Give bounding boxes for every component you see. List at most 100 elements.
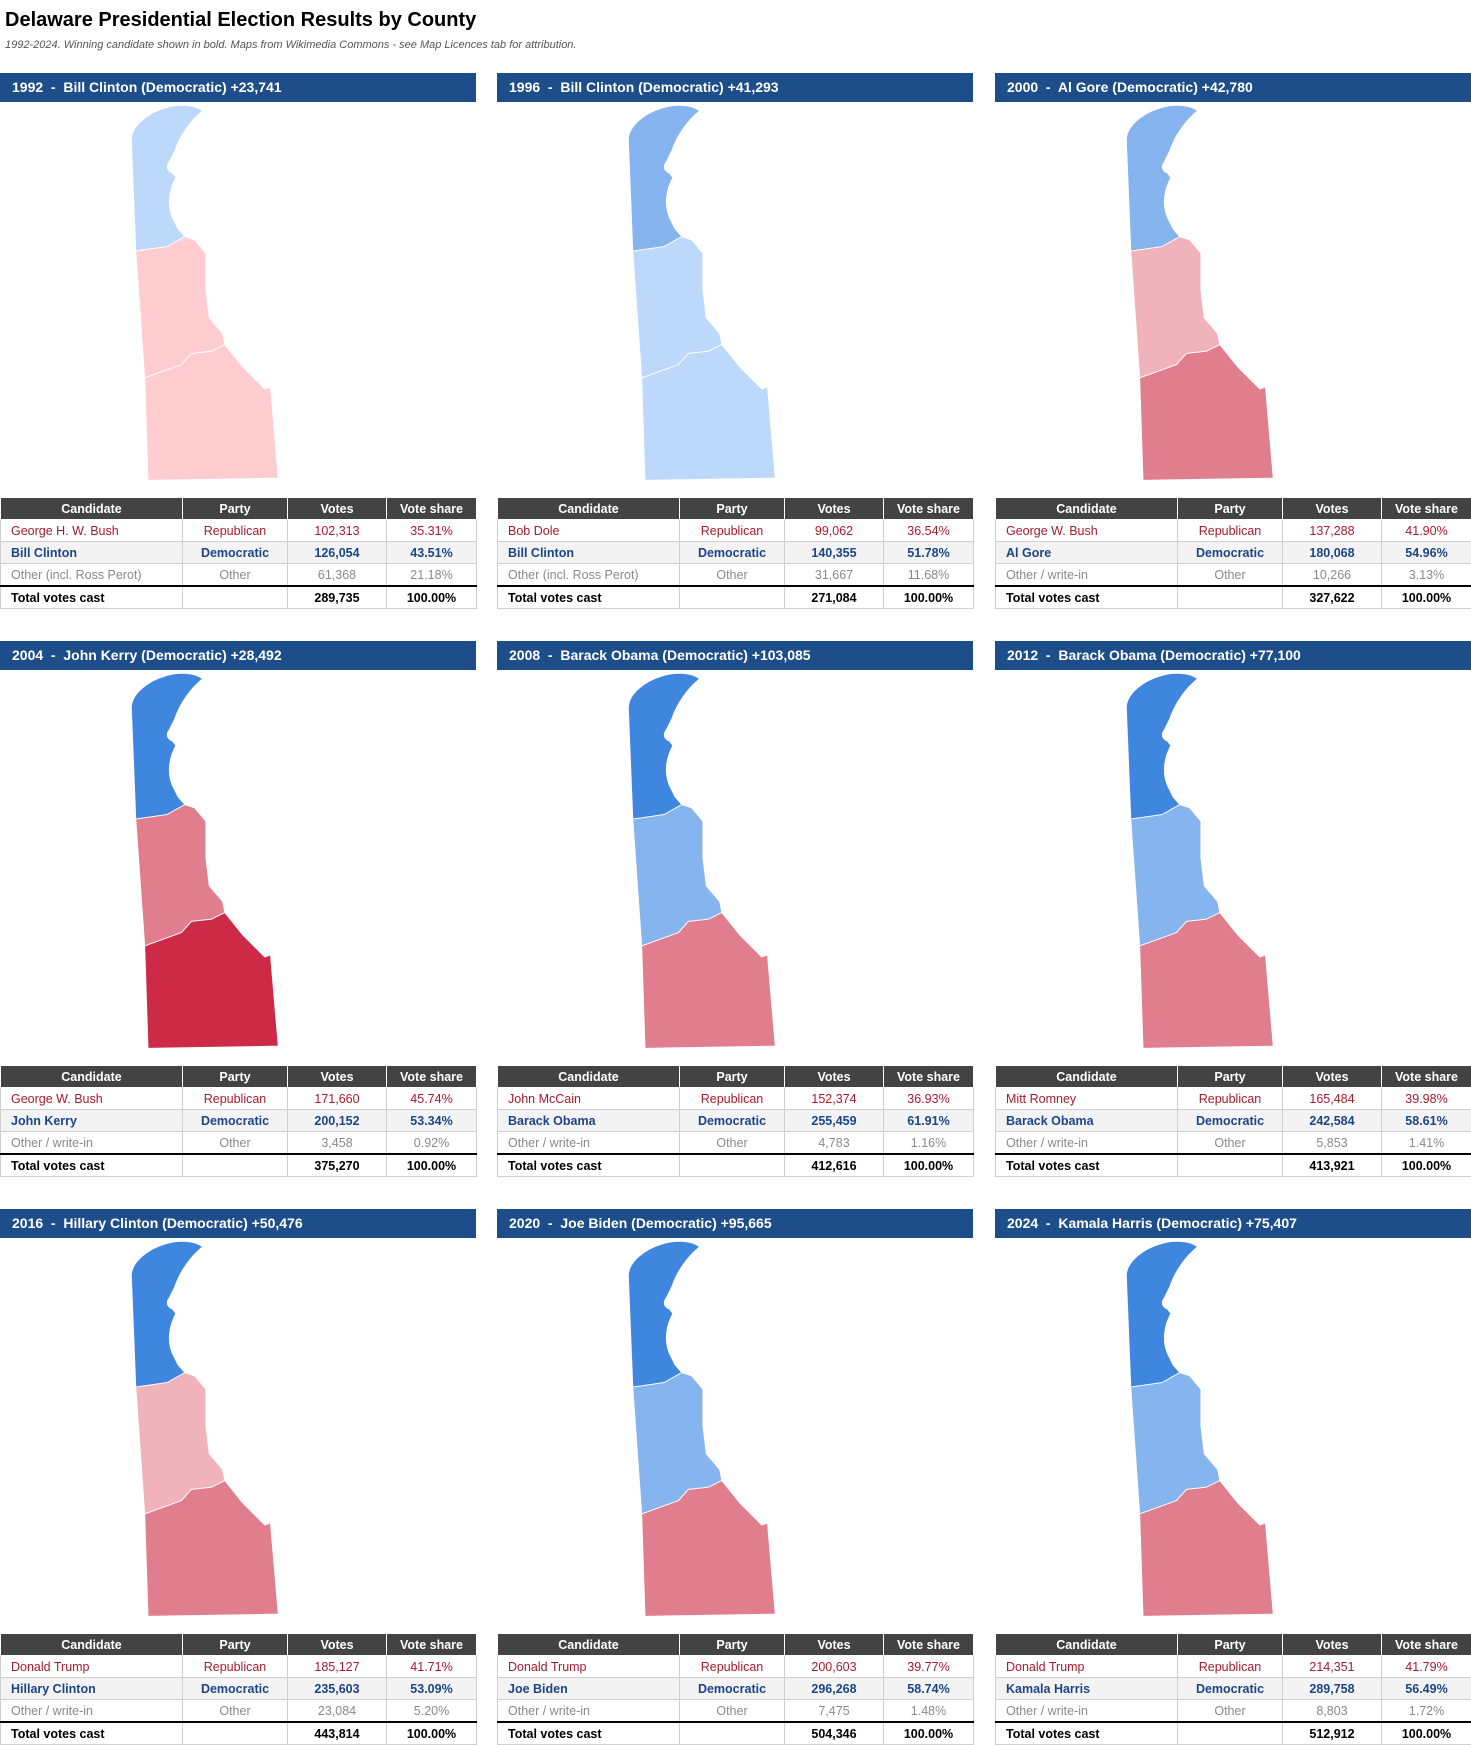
candidate-row: John McCain Republican 152,374 36.93% bbox=[497, 1087, 974, 1110]
cell: 58.61% bbox=[1381, 1109, 1471, 1132]
cell: 185,127 bbox=[287, 1655, 387, 1678]
candidate-row: Other (incl. Ross Perot) Other 61,368 21.18… bbox=[0, 563, 477, 587]
cell: 36.54% bbox=[883, 519, 974, 542]
cell: Other / write-in bbox=[995, 1131, 1178, 1155]
candidate-row: Other / write-in Other 3,458 0.92% bbox=[0, 1131, 477, 1155]
column-header: Vote share bbox=[883, 1633, 974, 1656]
cell: John McCain bbox=[497, 1087, 680, 1110]
county bbox=[1139, 1480, 1274, 1617]
election-panel: 2000 - Al Gore (Democratic) +42,780 Candi… bbox=[995, 73, 1471, 609]
candidate-row: George W. Bush Republican 137,288 41.90% bbox=[995, 519, 1471, 542]
cell: Other bbox=[1177, 1131, 1283, 1155]
cell: Donald Trump bbox=[497, 1655, 680, 1678]
cell: Bill Clinton bbox=[497, 541, 680, 564]
cell: Barack Obama bbox=[497, 1109, 680, 1132]
cell: 39.98% bbox=[1381, 1087, 1471, 1110]
election-panel: 2016 - Hillary Clinton (Democratic) +50,… bbox=[0, 1209, 477, 1745]
cell: 5,853 bbox=[1282, 1131, 1382, 1155]
column-header: Votes bbox=[287, 1065, 387, 1088]
cell: Other / write-in bbox=[995, 1699, 1178, 1723]
cell: 11.68% bbox=[883, 563, 974, 587]
cell: Total votes cast bbox=[497, 1153, 680, 1177]
cell: 100.00% bbox=[883, 585, 974, 609]
candidate-row: Other (incl. Ross Perot) Other 31,667 11.68… bbox=[497, 563, 974, 587]
cell: Other / write-in bbox=[0, 1131, 183, 1155]
map-group bbox=[1125, 104, 1274, 481]
header-row: Candidate Party Votes Vote share bbox=[497, 1065, 974, 1088]
cell: 296,268 bbox=[784, 1677, 884, 1700]
cell: Total votes cast bbox=[995, 585, 1178, 609]
candidate-row: Donald Trump Republican 200,603 39.77% bbox=[497, 1655, 974, 1678]
cell: Total votes cast bbox=[497, 1721, 680, 1745]
total-row: Total votes cast 443,814 100.00% bbox=[0, 1721, 477, 1745]
cell: 4,783 bbox=[784, 1131, 884, 1155]
county bbox=[1125, 672, 1199, 820]
column-header: Party bbox=[679, 497, 785, 520]
cell: Al Gore bbox=[995, 541, 1178, 564]
cell: 54.96% bbox=[1381, 541, 1471, 564]
cell: Total votes cast bbox=[0, 585, 183, 609]
cell: Hillary Clinton bbox=[0, 1677, 183, 1700]
cell: 100.00% bbox=[386, 1721, 477, 1745]
county bbox=[130, 104, 204, 252]
candidate-row: Bill Clinton Democratic 126,054 43.51% bbox=[0, 541, 477, 564]
cell: Republican bbox=[679, 1087, 785, 1110]
cell: 1.41% bbox=[1381, 1131, 1471, 1155]
cell: 412,616 bbox=[784, 1153, 884, 1177]
county bbox=[144, 912, 279, 1049]
cell bbox=[1177, 1153, 1283, 1177]
column-header: Vote share bbox=[386, 1065, 477, 1088]
cell bbox=[1177, 1721, 1283, 1745]
cell: Republican bbox=[1177, 1087, 1283, 1110]
candidate-row: Joe Biden Democratic 296,268 58.74% bbox=[497, 1677, 974, 1700]
cell: 375,270 bbox=[287, 1153, 387, 1177]
column-header: Votes bbox=[287, 1633, 387, 1656]
cell: 137,288 bbox=[1282, 519, 1382, 542]
cell: 23,084 bbox=[287, 1699, 387, 1723]
county-map bbox=[627, 104, 776, 481]
candidate-row: Bill Clinton Democratic 140,355 51.78% bbox=[497, 541, 974, 564]
cell: 242,584 bbox=[1282, 1109, 1382, 1132]
column-header: Vote share bbox=[1381, 497, 1471, 520]
cell: Democratic bbox=[182, 1677, 288, 1700]
column-header: Votes bbox=[1282, 1633, 1382, 1656]
cell: George H. W. Bush bbox=[0, 519, 183, 542]
panel-header: 2012 - Barack Obama (Democratic) +77,100 bbox=[995, 641, 1471, 670]
county-map bbox=[627, 1240, 776, 1617]
election-panel: 2020 - Joe Biden (Democratic) +95,665 Can… bbox=[497, 1209, 974, 1745]
cell: Democratic bbox=[1177, 541, 1283, 564]
header-row: Candidate Party Votes Vote share bbox=[0, 1065, 477, 1088]
column-header: Party bbox=[1177, 1633, 1283, 1656]
total-row: Total votes cast 327,622 100.00% bbox=[995, 585, 1471, 609]
map-group bbox=[627, 1240, 776, 1617]
candidate-row: Donald Trump Republican 185,127 41.71% bbox=[0, 1655, 477, 1678]
cell: Other (incl. Ross Perot) bbox=[497, 563, 680, 587]
cell: 1.72% bbox=[1381, 1699, 1471, 1723]
cell: 31,667 bbox=[784, 563, 884, 587]
cell: Democratic bbox=[1177, 1109, 1283, 1132]
column-header: Vote share bbox=[386, 1633, 477, 1656]
county-map bbox=[1125, 1240, 1274, 1617]
column-header: Candidate bbox=[0, 497, 183, 520]
column-header: Candidate bbox=[497, 1633, 680, 1656]
column-header: Party bbox=[1177, 497, 1283, 520]
cell: 327,622 bbox=[1282, 585, 1382, 609]
map-group bbox=[1125, 1240, 1274, 1617]
cell: 41.79% bbox=[1381, 1655, 1471, 1678]
election-panel: 2024 - Kamala Harris (Democratic) +75,40… bbox=[995, 1209, 1471, 1745]
cell: 100.00% bbox=[1381, 1721, 1471, 1745]
column-header: Party bbox=[679, 1065, 785, 1088]
cell: 140,355 bbox=[784, 541, 884, 564]
cell: Republican bbox=[182, 519, 288, 542]
cell: 43.51% bbox=[386, 541, 477, 564]
cell: 180,068 bbox=[1282, 541, 1382, 564]
panel-header: 2024 - Kamala Harris (Democratic) +75,40… bbox=[995, 1209, 1471, 1238]
cell: Republican bbox=[679, 519, 785, 542]
column-header: Votes bbox=[784, 497, 884, 520]
cell bbox=[679, 1153, 785, 1177]
cell: George W. Bush bbox=[995, 519, 1178, 542]
cell: 58.74% bbox=[883, 1677, 974, 1700]
cell: 51.78% bbox=[883, 541, 974, 564]
column-header: Party bbox=[182, 1633, 288, 1656]
